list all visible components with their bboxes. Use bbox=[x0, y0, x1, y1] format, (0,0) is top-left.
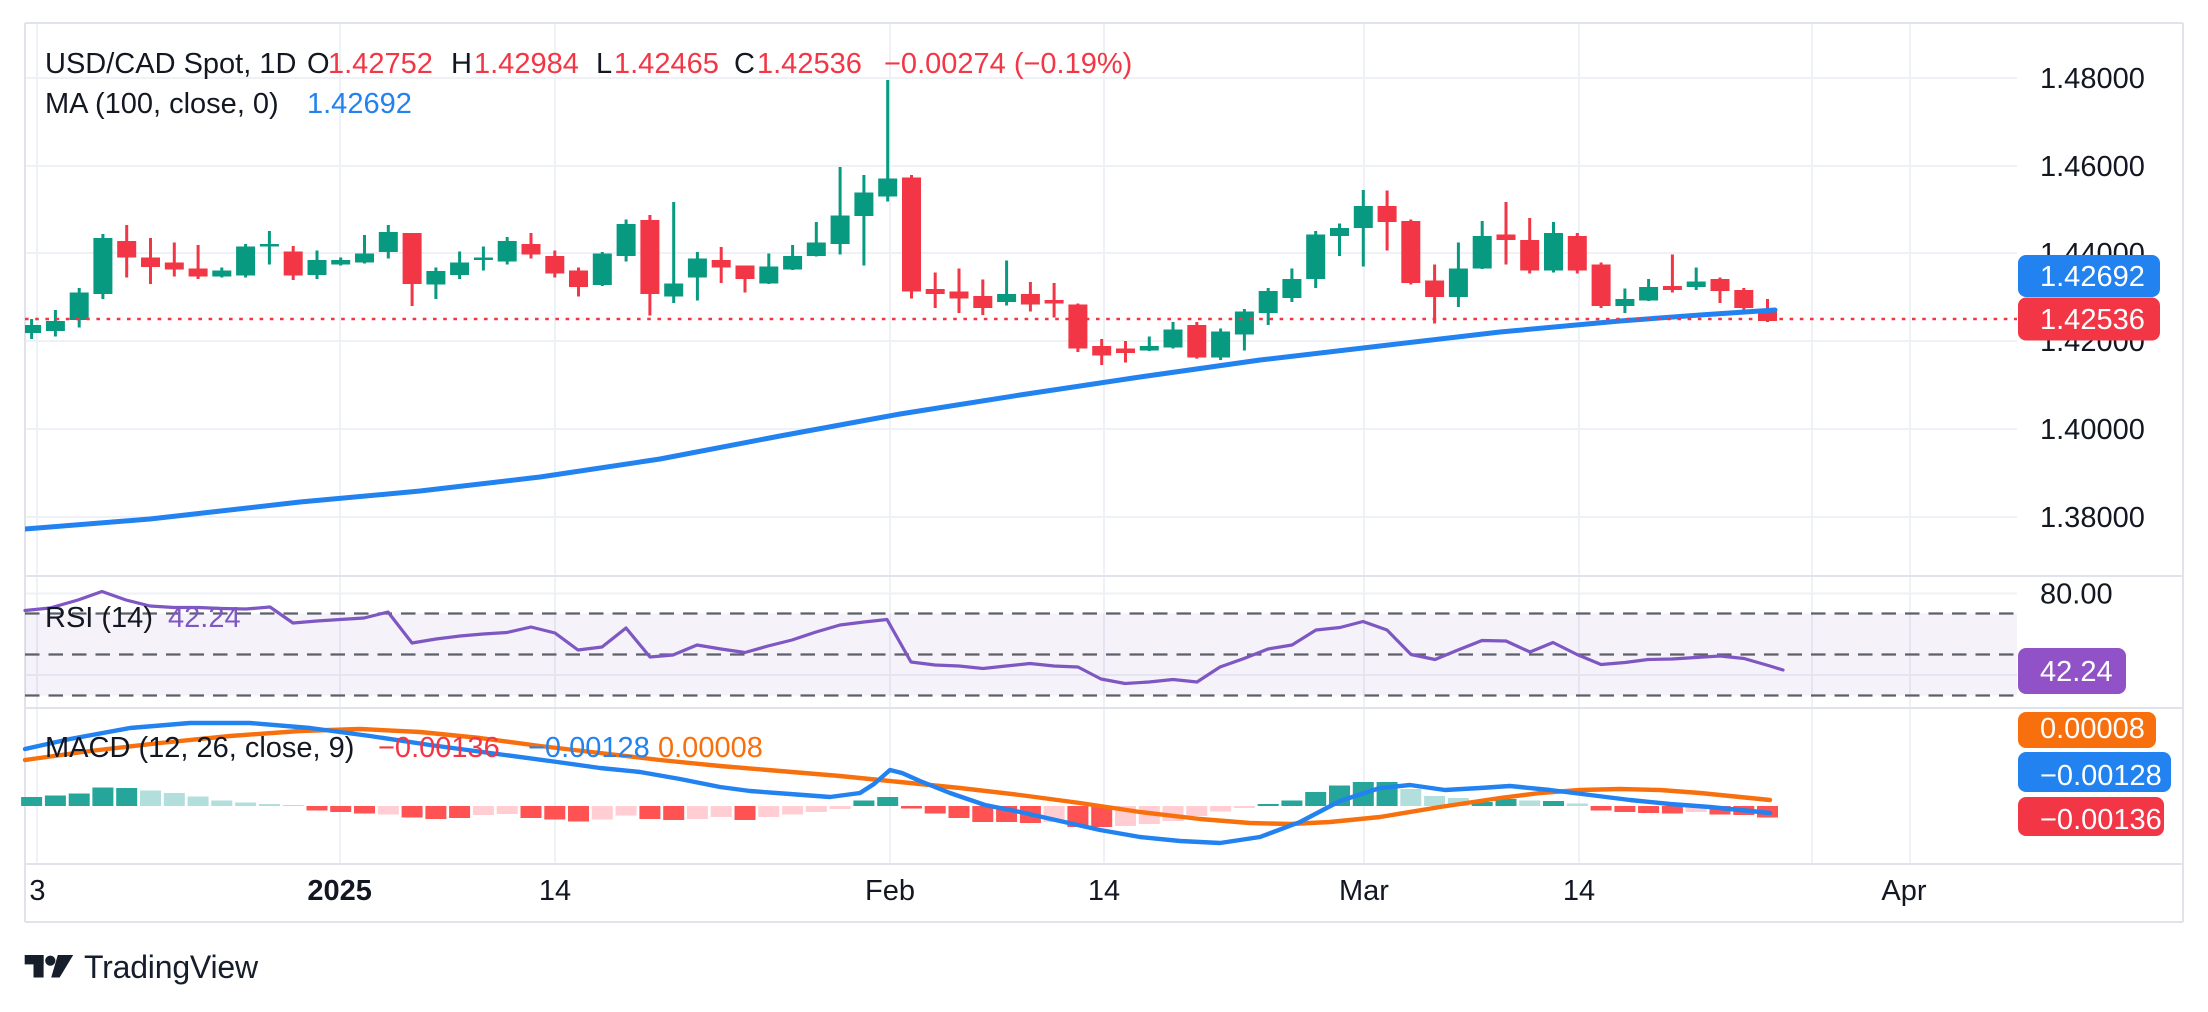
svg-text:1.42536: 1.42536 bbox=[2040, 304, 2145, 336]
svg-text:−0.00136: −0.00136 bbox=[2040, 804, 2162, 836]
svg-text:MACD (12, 26, close, 9): MACD (12, 26, close, 9) bbox=[45, 732, 354, 764]
svg-text:−0.00128: −0.00128 bbox=[528, 732, 650, 764]
svg-text:Mar: Mar bbox=[1339, 875, 1389, 907]
svg-text:1.42692: 1.42692 bbox=[307, 88, 412, 120]
svg-text:H: H bbox=[451, 48, 472, 80]
svg-text:14: 14 bbox=[539, 875, 571, 907]
svg-text:42.24: 42.24 bbox=[168, 602, 241, 634]
svg-text:Apr: Apr bbox=[1881, 875, 1926, 907]
svg-text:MA (100, close, 0): MA (100, close, 0) bbox=[45, 88, 279, 120]
svg-text:Feb: Feb bbox=[865, 875, 915, 907]
svg-text:1.42692: 1.42692 bbox=[2040, 261, 2145, 293]
svg-text:2025: 2025 bbox=[307, 875, 372, 907]
svg-text:1.42465: 1.42465 bbox=[614, 48, 719, 80]
svg-text:3: 3 bbox=[29, 875, 45, 907]
svg-text:1.40000: 1.40000 bbox=[2040, 414, 2145, 446]
svg-text:USD/CAD Spot, 1D: USD/CAD Spot, 1D bbox=[45, 48, 296, 80]
svg-text:RSI (14): RSI (14) bbox=[45, 602, 153, 634]
svg-text:14: 14 bbox=[1088, 875, 1120, 907]
svg-text:−0.00136: −0.00136 bbox=[378, 732, 500, 764]
svg-text:−0.00128: −0.00128 bbox=[2040, 760, 2162, 792]
svg-text:1.42752: 1.42752 bbox=[328, 48, 433, 80]
svg-text:14: 14 bbox=[1563, 875, 1595, 907]
svg-text:0.00008: 0.00008 bbox=[2040, 713, 2145, 745]
svg-text:−0.00274 (−0.19%): −0.00274 (−0.19%) bbox=[884, 48, 1132, 80]
svg-text:42.24: 42.24 bbox=[2040, 656, 2113, 688]
svg-text:0.00008: 0.00008 bbox=[658, 732, 763, 764]
svg-text:1.38000: 1.38000 bbox=[2040, 502, 2145, 534]
svg-text:L: L bbox=[596, 48, 612, 80]
svg-text:C: C bbox=[734, 48, 755, 80]
svg-text:1.42536: 1.42536 bbox=[757, 48, 862, 80]
svg-text:80.00: 80.00 bbox=[2040, 579, 2113, 611]
svg-text:1.46000: 1.46000 bbox=[2040, 151, 2145, 183]
svg-text:O: O bbox=[307, 48, 330, 80]
svg-text:TradingView: TradingView bbox=[84, 949, 259, 985]
svg-text:1.48000: 1.48000 bbox=[2040, 63, 2145, 95]
svg-text:1.42984: 1.42984 bbox=[474, 48, 579, 80]
